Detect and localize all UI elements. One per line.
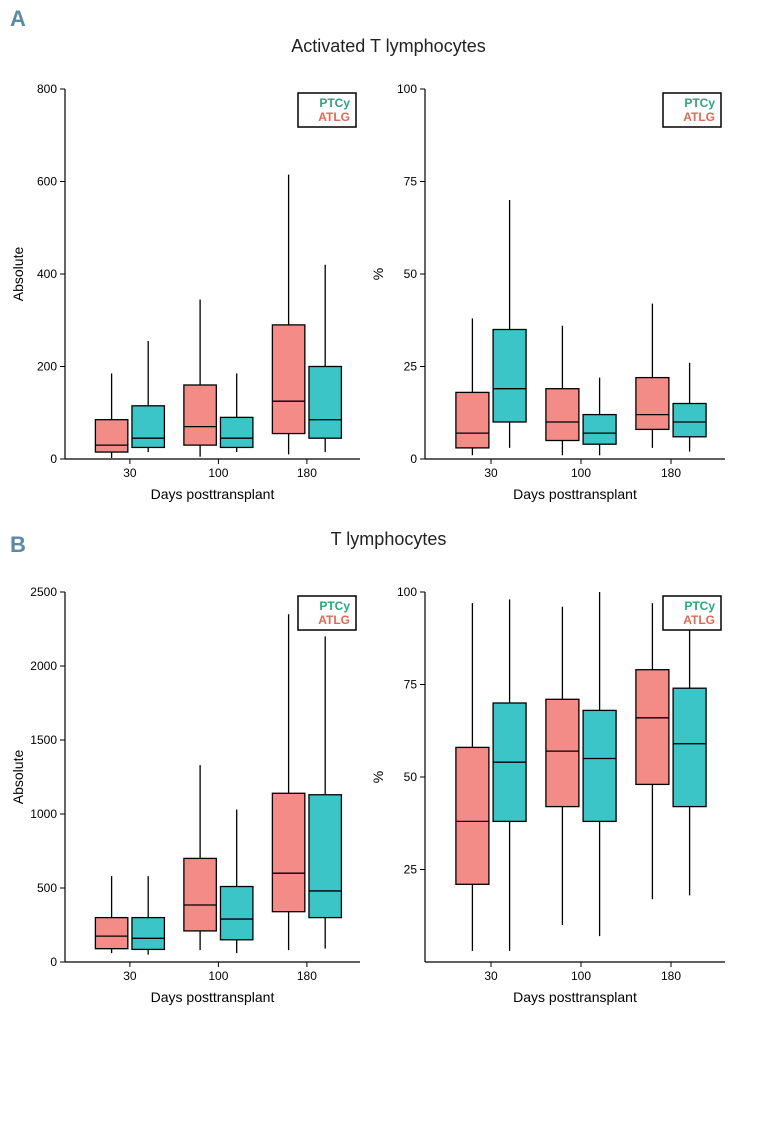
figure-root: A Activated T lymphocytes 0 200 400 600 800 3… bbox=[0, 6, 777, 1022]
legend-label-ptcy: PTCy bbox=[684, 96, 715, 110]
boxplot-box bbox=[636, 670, 669, 785]
boxplot-box bbox=[95, 420, 127, 452]
legend-label-atlg: ATLG bbox=[683, 110, 715, 124]
boxplot-box bbox=[493, 330, 526, 423]
boxplot-box bbox=[184, 385, 216, 445]
x-tick-label: 100 bbox=[208, 466, 228, 480]
boxplot-box bbox=[272, 793, 304, 911]
y-axis-label: % bbox=[370, 268, 386, 280]
boxplot-box bbox=[132, 918, 164, 950]
y-tick-label: 1000 bbox=[30, 807, 57, 821]
y-tick-label: 2500 bbox=[30, 585, 57, 599]
boxplot-box bbox=[220, 887, 252, 940]
boxplot-box bbox=[184, 858, 216, 931]
x-tick-label: 180 bbox=[297, 969, 317, 983]
boxplot-box bbox=[309, 367, 341, 439]
boxplot-box bbox=[546, 699, 579, 806]
legend-label-ptcy: PTCy bbox=[684, 599, 715, 613]
y-tick-label: 200 bbox=[37, 360, 57, 374]
y-tick-label: 75 bbox=[404, 678, 418, 692]
legend-label-ptcy: PTCy bbox=[319, 96, 350, 110]
y-axis-label: Absolute bbox=[10, 247, 26, 302]
boxplot-box bbox=[583, 415, 616, 445]
legend-label-atlg: ATLG bbox=[318, 110, 350, 124]
panel-row-b: 0 500 1000 1500 2000 2500 30 100 180 Absolute Days… bbox=[0, 562, 777, 1022]
y-tick-label: 50 bbox=[404, 267, 418, 281]
boxplot-box bbox=[220, 417, 252, 447]
x-axis-label: Days posttransplant bbox=[151, 486, 275, 502]
y-tick-label: 2000 bbox=[30, 659, 57, 673]
legend-label-atlg: ATLG bbox=[683, 613, 715, 627]
y-tick-label: 400 bbox=[37, 267, 57, 281]
panel-letter-b: B bbox=[10, 532, 777, 558]
boxplot-box bbox=[636, 378, 669, 430]
y-tick-label: 1500 bbox=[30, 733, 57, 747]
x-tick-label: 180 bbox=[297, 466, 317, 480]
y-tick-label: 25 bbox=[404, 360, 418, 374]
boxplot-box bbox=[673, 404, 706, 437]
y-axis-label: Absolute bbox=[10, 750, 26, 805]
y-tick-label: 0 bbox=[50, 955, 57, 969]
chart-a-right: 0 25 50 75 100 30 100 180% Days posttransplant PT… bbox=[370, 59, 740, 519]
panel-row-a: 0 200 400 600 800 30 100 180 Absolute Days posttr… bbox=[0, 59, 777, 519]
x-tick-label: 30 bbox=[123, 969, 137, 983]
x-axis-label: Days posttransplant bbox=[513, 486, 637, 502]
y-tick-label: 0 bbox=[50, 452, 57, 466]
legend-label-ptcy: PTCy bbox=[319, 599, 350, 613]
boxplot-box bbox=[95, 918, 127, 949]
y-tick-label: 500 bbox=[37, 881, 57, 895]
boxplot-box bbox=[456, 747, 489, 884]
boxplot-box bbox=[272, 325, 304, 434]
row-title-a: Activated T lymphocytes bbox=[0, 36, 777, 57]
chart-b-right: 25 50 75 100 30 100 180% Days posttransplant PTC… bbox=[370, 562, 740, 1022]
y-tick-label: 50 bbox=[404, 770, 418, 784]
y-axis-label: % bbox=[370, 771, 386, 783]
boxplot-box bbox=[309, 795, 341, 918]
x-tick-label: 100 bbox=[571, 466, 591, 480]
x-axis-label: Days posttransplant bbox=[151, 989, 275, 1005]
y-tick-label: 800 bbox=[37, 82, 57, 96]
boxplot-box bbox=[132, 406, 164, 448]
chart-a-left: 0 200 400 600 800 30 100 180 Absolute Days posttr… bbox=[0, 59, 370, 519]
chart-b-left: 0 500 1000 1500 2000 2500 30 100 180 Absolute Days… bbox=[0, 562, 370, 1022]
x-tick-label: 100 bbox=[571, 969, 591, 983]
y-tick-label: 100 bbox=[397, 585, 417, 599]
boxplot-box bbox=[456, 392, 489, 448]
boxplot-box bbox=[673, 688, 706, 806]
x-tick-label: 30 bbox=[484, 466, 498, 480]
x-tick-label: 30 bbox=[484, 969, 498, 983]
x-tick-label: 180 bbox=[661, 466, 681, 480]
x-tick-label: 180 bbox=[661, 969, 681, 983]
legend-label-atlg: ATLG bbox=[318, 613, 350, 627]
y-tick-label: 0 bbox=[410, 452, 417, 466]
boxplot-box bbox=[546, 389, 579, 441]
y-tick-label: 75 bbox=[404, 175, 418, 189]
panel-letter-a: A bbox=[10, 6, 777, 32]
x-tick-label: 100 bbox=[208, 969, 228, 983]
y-tick-label: 100 bbox=[397, 82, 417, 96]
x-axis-label: Days posttransplant bbox=[513, 989, 637, 1005]
y-tick-label: 600 bbox=[37, 175, 57, 189]
boxplot-box bbox=[583, 710, 616, 821]
x-tick-label: 30 bbox=[123, 466, 137, 480]
y-tick-label: 25 bbox=[404, 863, 418, 877]
